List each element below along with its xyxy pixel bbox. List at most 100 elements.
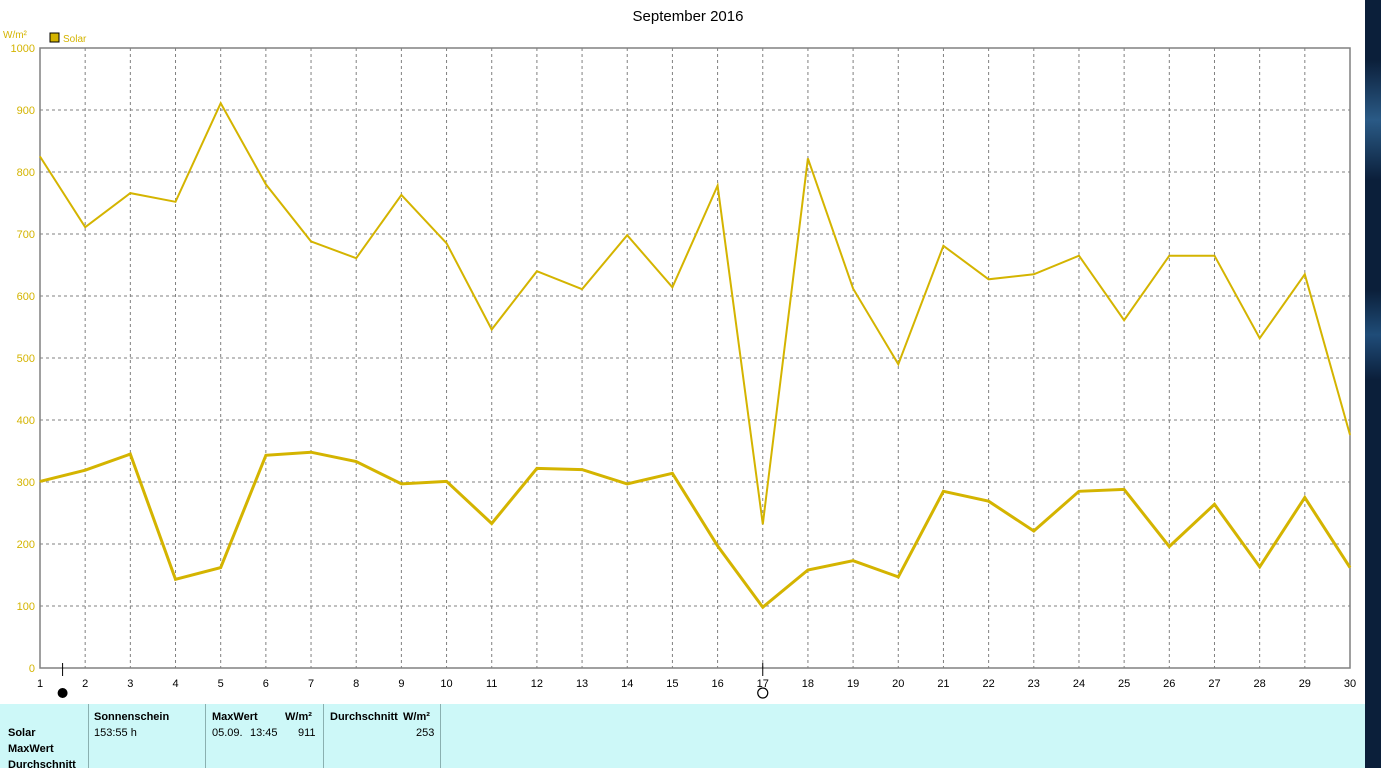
stats-table: Solar MaxWert Durchschnitt Sonnenschein … (0, 704, 1365, 771)
data-point (220, 567, 222, 569)
data-point (355, 257, 357, 259)
data-point (175, 201, 177, 203)
y-tick-label: 700 (17, 229, 35, 241)
x-tick-label: 13 (576, 678, 588, 690)
y-tick-label: 0 (29, 663, 35, 675)
data-point (988, 500, 990, 502)
data-point (897, 363, 899, 365)
y-tick-label: 400 (17, 415, 35, 427)
x-tick-label: 9 (398, 678, 404, 690)
data-point (265, 454, 267, 456)
header-durchschnitt-unit: W/m² (403, 711, 430, 723)
data-point (1123, 319, 1125, 321)
data-point (1213, 503, 1215, 505)
data-point (1033, 530, 1035, 532)
value-average: 253 (416, 727, 435, 739)
data-point (129, 192, 131, 194)
legend-swatch (49, 32, 60, 43)
data-point (355, 461, 357, 463)
value-max-date: 05.09. (212, 727, 243, 739)
x-tick-label: 21 (937, 678, 949, 690)
x-tick-label: 27 (1208, 678, 1220, 690)
data-point (717, 545, 719, 547)
column-divider (88, 704, 89, 768)
x-tick-label: 11 (486, 678, 497, 690)
y-tick-label: 300 (17, 477, 35, 489)
data-point (717, 185, 719, 187)
header-maxwert: MaxWert (212, 711, 258, 723)
data-point (988, 278, 990, 280)
data-point (1033, 273, 1035, 275)
y-axis-unit-label: W/m² (3, 30, 28, 41)
data-point (1349, 567, 1351, 569)
x-tick-label: 1 (37, 678, 43, 690)
data-point (265, 183, 267, 185)
header-sonnenschein: Sonnenschein (94, 711, 170, 723)
data-point (446, 480, 448, 482)
y-tick-label: 1000 (11, 43, 35, 55)
column-divider (440, 704, 441, 768)
x-tick-label: 17 (757, 678, 769, 690)
data-point (671, 472, 673, 474)
y-tick-label: 200 (17, 539, 35, 551)
y-tick-label: 500 (17, 353, 35, 365)
data-point (84, 469, 86, 471)
x-tick-label: 7 (308, 678, 314, 690)
x-tick-label: 12 (531, 678, 543, 690)
x-tick-label: 5 (218, 678, 224, 690)
data-point (942, 245, 944, 247)
row-label-durchschnitt: Durchschnitt (8, 759, 76, 771)
row-label-maxwert: MaxWert (8, 743, 54, 755)
data-point (400, 483, 402, 485)
x-tick-label: 19 (847, 678, 859, 690)
y-tick-label: 900 (17, 105, 35, 117)
data-point (129, 453, 131, 455)
data-point (581, 469, 583, 471)
data-point (220, 102, 222, 104)
legend-label: Solar (63, 34, 87, 45)
data-point (1078, 490, 1080, 492)
x-tick-label: 22 (982, 678, 994, 690)
data-point (852, 560, 854, 562)
y-tick-label: 600 (17, 291, 35, 303)
data-point (175, 578, 177, 580)
data-point (1349, 434, 1351, 436)
chart: September 2016 W/m² Solar 0 100 200 300 400 5… (3, 8, 1356, 699)
data-point (491, 523, 493, 525)
data-point (852, 288, 854, 290)
x-tick-label: 23 (1028, 678, 1040, 690)
x-tick-label: 30 (1344, 678, 1356, 690)
x-tick-label: 8 (353, 678, 359, 690)
x-tick-label: 29 (1299, 678, 1311, 690)
data-point (897, 576, 899, 578)
x-tick-label: 10 (440, 678, 452, 690)
x-tick-label: 15 (666, 678, 678, 690)
data-point (446, 242, 448, 244)
data-point (762, 606, 764, 608)
data-point (626, 483, 628, 485)
column-divider (323, 704, 324, 768)
header-durchschnitt: Durchschnitt (330, 711, 398, 723)
data-point (39, 480, 41, 482)
column-divider (205, 704, 206, 768)
data-point (310, 451, 312, 453)
data-point (84, 226, 86, 228)
y-tick-label: 100 (17, 601, 35, 613)
data-point (1259, 566, 1261, 568)
data-point (762, 523, 764, 525)
x-tick-label: 25 (1118, 678, 1130, 690)
x-tick-label: 28 (1254, 678, 1266, 690)
data-point (1304, 273, 1306, 275)
x-tick-label: 14 (621, 678, 633, 690)
x-tick-label: 6 (263, 678, 269, 690)
x-tick-label: 2 (82, 678, 88, 690)
data-point (1168, 255, 1170, 257)
data-point (807, 157, 809, 159)
value-max: 911 (298, 727, 316, 739)
data-point (310, 240, 312, 242)
desktop-glow (1365, 290, 1381, 380)
x-tick-label: 20 (892, 678, 904, 690)
data-point (1213, 255, 1215, 257)
data-point (39, 156, 41, 157)
x-tick-label: 26 (1163, 678, 1175, 690)
